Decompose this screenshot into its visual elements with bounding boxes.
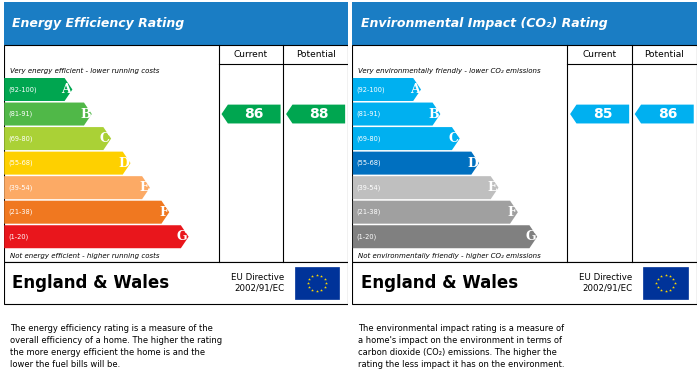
Bar bbox=[295, 267, 340, 299]
Text: F: F bbox=[159, 206, 168, 219]
Text: (81-91): (81-91) bbox=[356, 111, 381, 117]
Bar bbox=[4, 2, 348, 45]
Bar bbox=[4, 45, 348, 262]
Polygon shape bbox=[353, 78, 421, 101]
Text: Energy Efficiency Rating: Energy Efficiency Rating bbox=[12, 17, 184, 30]
Polygon shape bbox=[635, 105, 694, 124]
Text: 88: 88 bbox=[309, 107, 328, 121]
Text: 86: 86 bbox=[658, 107, 677, 121]
Text: G: G bbox=[526, 230, 536, 243]
Text: (81-91): (81-91) bbox=[8, 111, 32, 117]
Text: 85: 85 bbox=[593, 107, 612, 121]
Polygon shape bbox=[221, 105, 281, 124]
Text: EU Directive
2002/91/EC: EU Directive 2002/91/EC bbox=[231, 273, 284, 293]
Text: (92-100): (92-100) bbox=[8, 86, 36, 93]
Text: Very energy efficient - lower running costs: Very energy efficient - lower running co… bbox=[10, 67, 159, 74]
Text: (39-54): (39-54) bbox=[8, 185, 32, 191]
Bar bbox=[4, 262, 348, 304]
Bar bbox=[352, 45, 696, 262]
Text: (92-100): (92-100) bbox=[356, 86, 385, 93]
Text: (69-80): (69-80) bbox=[356, 135, 381, 142]
Text: (1-20): (1-20) bbox=[8, 233, 28, 240]
Text: C: C bbox=[100, 132, 110, 145]
Text: Current: Current bbox=[582, 50, 617, 59]
Text: The environmental impact rating is a measure of
a home's impact on the environme: The environmental impact rating is a mea… bbox=[358, 324, 565, 369]
Text: A: A bbox=[62, 83, 71, 96]
Text: The energy efficiency rating is a measure of the
overall efficiency of a home. T: The energy efficiency rating is a measur… bbox=[10, 324, 222, 369]
Text: (21-38): (21-38) bbox=[356, 209, 381, 215]
Text: Potential: Potential bbox=[644, 50, 684, 59]
Text: (55-68): (55-68) bbox=[8, 160, 33, 166]
Polygon shape bbox=[570, 105, 629, 124]
Text: D: D bbox=[118, 157, 130, 170]
Text: C: C bbox=[449, 132, 458, 145]
Text: Current: Current bbox=[234, 50, 268, 59]
Text: E: E bbox=[139, 181, 148, 194]
Text: (39-54): (39-54) bbox=[356, 185, 381, 191]
Text: Environmental Impact (CO₂) Rating: Environmental Impact (CO₂) Rating bbox=[360, 17, 608, 30]
Polygon shape bbox=[353, 127, 460, 150]
Text: (69-80): (69-80) bbox=[8, 135, 32, 142]
Bar bbox=[643, 267, 688, 299]
Polygon shape bbox=[4, 225, 188, 248]
Text: (1-20): (1-20) bbox=[356, 233, 377, 240]
Text: England & Wales: England & Wales bbox=[360, 274, 518, 292]
Text: F: F bbox=[508, 206, 517, 219]
Text: Very environmentally friendly - lower CO₂ emissions: Very environmentally friendly - lower CO… bbox=[358, 67, 541, 74]
Polygon shape bbox=[4, 102, 92, 126]
Text: B: B bbox=[80, 108, 90, 120]
Text: England & Wales: England & Wales bbox=[12, 274, 169, 292]
Polygon shape bbox=[286, 105, 345, 124]
Polygon shape bbox=[353, 152, 479, 175]
Text: (55-68): (55-68) bbox=[356, 160, 382, 166]
Text: 86: 86 bbox=[244, 107, 264, 121]
Polygon shape bbox=[353, 225, 537, 248]
Text: Not energy efficient - higher running costs: Not energy efficient - higher running co… bbox=[10, 253, 159, 259]
Text: Potential: Potential bbox=[295, 50, 335, 59]
Polygon shape bbox=[353, 102, 440, 126]
Polygon shape bbox=[4, 127, 111, 150]
Text: G: G bbox=[177, 230, 188, 243]
Text: Not environmentally friendly - higher CO₂ emissions: Not environmentally friendly - higher CO… bbox=[358, 253, 541, 259]
Text: A: A bbox=[410, 83, 420, 96]
Text: B: B bbox=[428, 108, 439, 120]
Polygon shape bbox=[353, 176, 498, 199]
Polygon shape bbox=[4, 78, 72, 101]
Bar bbox=[352, 262, 696, 304]
Text: EU Directive
2002/91/EC: EU Directive 2002/91/EC bbox=[580, 273, 633, 293]
Polygon shape bbox=[4, 152, 130, 175]
Polygon shape bbox=[4, 176, 150, 199]
Text: (21-38): (21-38) bbox=[8, 209, 32, 215]
Polygon shape bbox=[4, 201, 169, 224]
Bar bbox=[352, 2, 696, 45]
Text: D: D bbox=[467, 157, 478, 170]
Text: E: E bbox=[488, 181, 497, 194]
Polygon shape bbox=[353, 201, 518, 224]
